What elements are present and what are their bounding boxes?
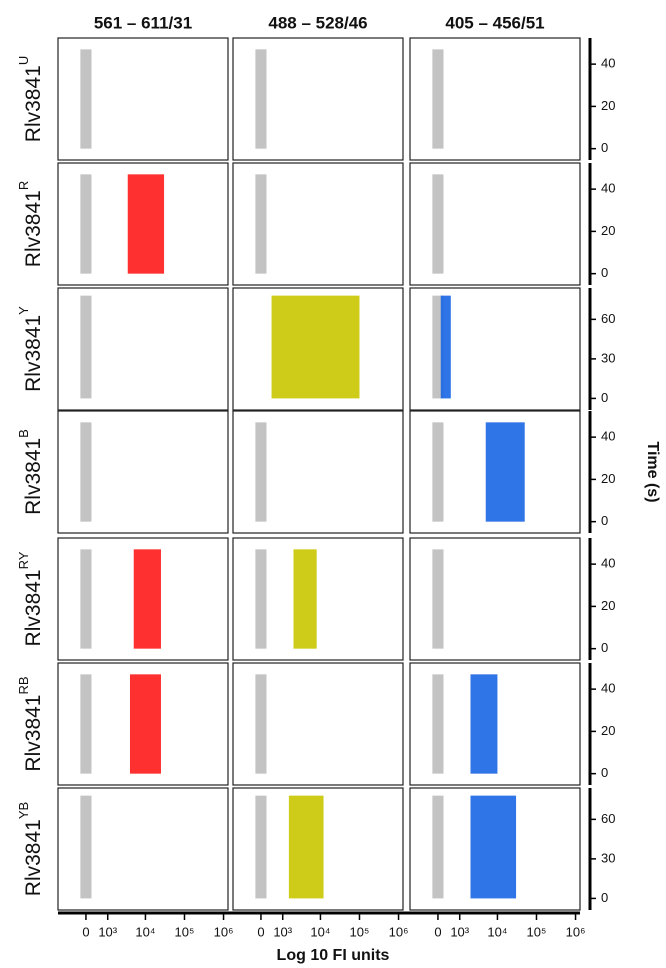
population xyxy=(432,549,444,649)
population xyxy=(127,174,165,274)
x-axis-label: Log 10 FI units xyxy=(277,947,390,964)
column-title: 488 – 528/46 xyxy=(268,13,367,32)
y-tick-label: 60 xyxy=(601,311,615,326)
x-tick-label: 10³ xyxy=(273,924,292,939)
population xyxy=(293,549,317,649)
x-tick-label: 10⁴ xyxy=(487,924,507,939)
row-label: Rlv3841B xyxy=(16,429,44,515)
population xyxy=(80,174,92,274)
column-title: 561 – 611/31 xyxy=(94,13,192,32)
y-tick-label: 20 xyxy=(601,598,615,613)
population xyxy=(255,422,267,522)
y-tick-label: 20 xyxy=(601,98,615,113)
x-tick-label: 10³ xyxy=(450,924,469,939)
x-tick-label: 10⁴ xyxy=(135,924,155,939)
row-name: Rlv3841 xyxy=(22,438,45,515)
y-tick-label: 0 xyxy=(601,140,608,155)
x-tick-label: 0 xyxy=(257,924,264,939)
population xyxy=(255,549,267,649)
row-superscript: B xyxy=(16,429,31,438)
population xyxy=(440,295,451,399)
population xyxy=(80,549,92,649)
row-name: Rlv3841 xyxy=(22,569,45,646)
x-tick-label: 10⁵ xyxy=(175,924,195,939)
row-label: Rlv3841RB xyxy=(16,676,44,771)
y-tick-label: 40 xyxy=(601,556,615,571)
y-tick-label: 0 xyxy=(601,890,608,905)
x-tick-label: 10⁶ xyxy=(214,924,234,939)
population xyxy=(470,674,498,774)
y-tick-label: 30 xyxy=(601,850,615,865)
x-tick-label: 10³ xyxy=(98,924,117,939)
row-name: Rlv3841 xyxy=(22,65,45,142)
x-tick-label: 0 xyxy=(434,924,441,939)
x-tick-label: 10⁴ xyxy=(310,924,330,939)
y-tick-label: 60 xyxy=(601,811,615,826)
y-tick-label: 40 xyxy=(601,56,615,71)
row-superscript: YB xyxy=(16,802,31,819)
row-superscript: RB xyxy=(16,676,31,694)
y-tick-label: 20 xyxy=(601,471,615,486)
population xyxy=(80,795,92,899)
y-tick-label: 40 xyxy=(601,681,615,696)
x-tick-label: 10⁶ xyxy=(566,924,586,939)
x-tick-label: 0 xyxy=(82,924,89,939)
population xyxy=(80,49,92,149)
population xyxy=(432,795,444,899)
row-label: Rlv3841YB xyxy=(16,802,44,896)
y-tick-label: 0 xyxy=(601,513,608,528)
y-tick-label: 0 xyxy=(601,265,608,280)
population xyxy=(255,49,267,149)
population xyxy=(133,549,161,649)
row-label: Rlv3841RY xyxy=(16,551,44,646)
y-tick-label: 0 xyxy=(601,765,608,780)
population xyxy=(255,795,267,899)
population xyxy=(288,795,324,899)
population xyxy=(432,49,444,149)
y-tick-label: 40 xyxy=(601,429,615,444)
column-title: 405 – 456/51 xyxy=(445,13,544,32)
row-name: Rlv3841 xyxy=(22,695,45,772)
population xyxy=(255,174,267,274)
x-tick-label: 10⁵ xyxy=(527,924,547,939)
population xyxy=(432,295,444,399)
y-axis-label: Time (s) xyxy=(644,441,661,502)
row-superscript: Y xyxy=(16,306,31,315)
population xyxy=(80,422,92,522)
y-tick-label: 20 xyxy=(601,223,615,238)
population xyxy=(80,295,92,399)
row-superscript: U xyxy=(16,56,31,65)
y-tick-label: 0 xyxy=(601,390,608,405)
row-label: Rlv3841U xyxy=(16,56,44,142)
y-tick-label: 0 xyxy=(601,640,608,655)
row-name: Rlv3841 xyxy=(22,819,45,896)
population xyxy=(255,674,267,774)
y-tick-label: 30 xyxy=(601,350,615,365)
row-superscript: RY xyxy=(16,551,31,569)
population xyxy=(485,422,525,522)
row-label: Rlv3841Y xyxy=(16,306,44,392)
population xyxy=(432,674,444,774)
row-name: Rlv3841 xyxy=(22,190,45,267)
population xyxy=(129,674,161,774)
population xyxy=(80,674,92,774)
y-tick-label: 40 xyxy=(601,181,615,196)
population xyxy=(432,422,444,522)
y-tick-label: 20 xyxy=(601,723,615,738)
x-tick-label: 10⁶ xyxy=(389,924,409,939)
row-superscript: R xyxy=(16,181,31,190)
row-name: Rlv3841 xyxy=(22,315,45,392)
population xyxy=(470,795,517,899)
population xyxy=(432,174,444,274)
population xyxy=(271,295,360,399)
row-label: Rlv3841R xyxy=(16,181,44,267)
x-tick-label: 10⁵ xyxy=(350,924,370,939)
